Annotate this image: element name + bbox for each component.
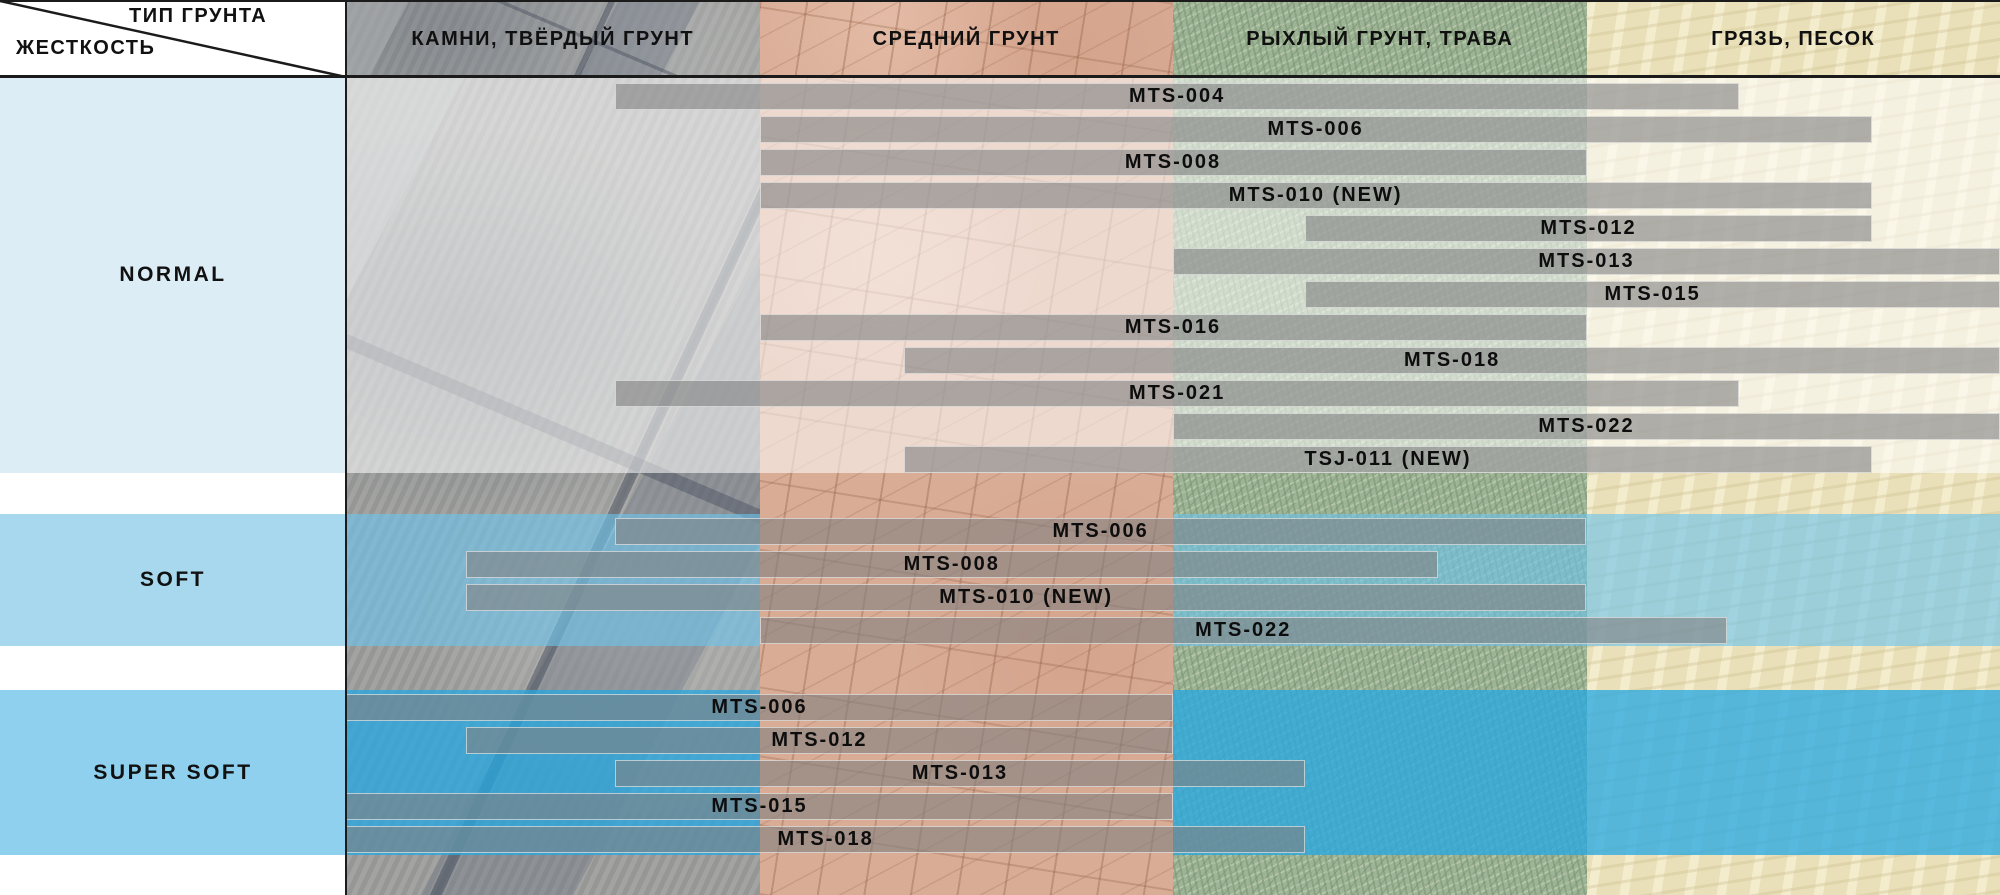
tire-bar: MTS-006 xyxy=(614,518,1587,545)
band-overlay-normal-medium xyxy=(759,77,1173,473)
band-overlay-normal-loose xyxy=(1173,77,1587,473)
hardness-band-label-0: NORMAL xyxy=(0,77,346,473)
corner-cell: ТИП ГРУНТА ЖЕСТКОСТЬ xyxy=(0,0,346,77)
header-label-medium: СРЕДНИЙ ГРУНТ xyxy=(872,28,1060,50)
tire-bar: MTS-006 xyxy=(346,694,1173,721)
header-cell-mud: ГРЯЗЬ, ПЕСОК xyxy=(1586,0,2000,77)
tire-bar: MTS-015 xyxy=(1305,281,2000,308)
ground-type-axis-title: ТИП ГРУНТА xyxy=(129,5,268,27)
label-column-divider-line xyxy=(344,0,347,895)
chart-body: MTS-004 MTS-006 MTS-008 MTS-010 (NEW) MTS-01… xyxy=(346,77,2000,895)
header-cell-rocks: КАМНИ, ТВЁРДЫЙ ГРУНТ xyxy=(346,0,760,77)
tire-bar: MTS-012 xyxy=(1305,215,1872,242)
tire-bar: MTS-013 xyxy=(1173,248,2000,275)
band-overlay-super-soft-mud xyxy=(1586,690,2000,855)
tire-bar: MTS-010 (NEW) xyxy=(759,182,1872,209)
tire-bar: MTS-016 xyxy=(759,314,1587,341)
tire-bar: MTS-018 xyxy=(904,347,2000,374)
tire-bar: MTS-012 xyxy=(465,727,1173,754)
header-label-mud: ГРЯЗЬ, ПЕСОК xyxy=(1711,28,1876,50)
tire-bar: MTS-008 xyxy=(465,551,1438,578)
hardness-band-label-2: SUPER SOFT xyxy=(0,690,346,855)
tire-bar: MTS-022 xyxy=(759,617,1728,644)
header-label-loose: РЫХЛЫЙ ГРУНТ, ТРАВА xyxy=(1246,28,1514,50)
tire-bar: MTS-010 (NEW) xyxy=(465,584,1587,611)
tire-bar: MTS-021 xyxy=(614,380,1740,407)
tire-bar: MTS-015 xyxy=(346,793,1173,820)
tire-bar: MTS-018 xyxy=(346,826,1306,853)
hardness-label-text: NORMAL xyxy=(119,263,227,286)
band-overlay-normal-rocks xyxy=(346,77,760,473)
hardness-band-label-1: SOFT xyxy=(0,514,346,646)
header-bottom-line xyxy=(0,75,2000,78)
hardness-label-text: SUPER SOFT xyxy=(93,760,253,784)
header-cell-loose: РЫХЛЫЙ ГРУНТ, ТРАВА xyxy=(1173,0,1587,77)
header-cell-medium: СРЕДНИЙ ГРУНТ xyxy=(759,0,1173,77)
tire-bar: TSJ-011 (NEW) xyxy=(904,446,1872,473)
top-border-line xyxy=(0,0,2000,2)
tire-bar: MTS-006 xyxy=(759,116,1872,143)
tire-bar: MTS-008 xyxy=(759,149,1587,176)
surface-header-row: КАМНИ, ТВЁРДЫЙ ГРУНТ СРЕДНИЙ ГРУНТ РЫХЛЫ… xyxy=(346,0,2000,77)
tire-bar: MTS-022 xyxy=(1173,413,2000,440)
band-overlay-normal-mud xyxy=(1586,77,2000,473)
tire-bar: MTS-013 xyxy=(614,760,1306,787)
tire-bar: MTS-004 xyxy=(614,83,1740,110)
hardness-axis-title: ЖЕСТКОСТЬ xyxy=(16,37,156,59)
hardness-label-text: SOFT xyxy=(140,568,206,591)
diagonal-divider-line xyxy=(0,0,346,77)
header-label-rocks: КАМНИ, ТВЁРДЫЙ ГРУНТ xyxy=(411,28,695,50)
